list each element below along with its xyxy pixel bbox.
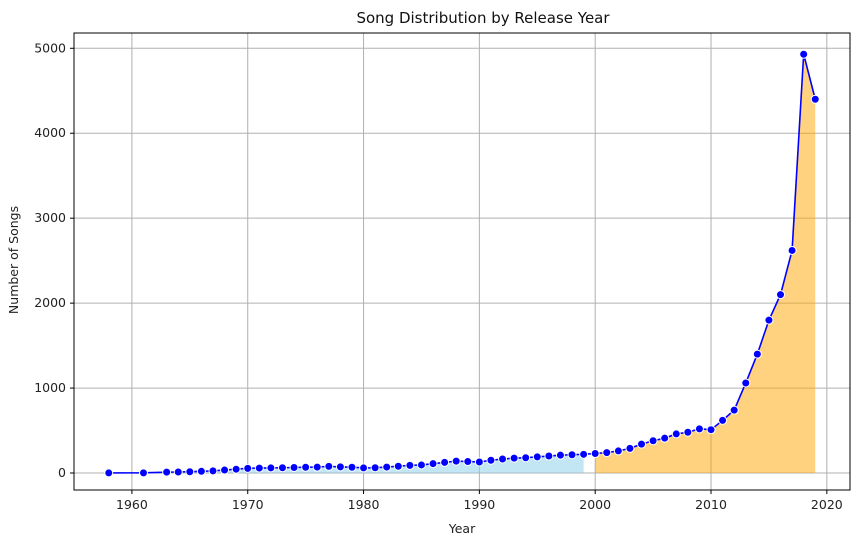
data-point (671, 429, 681, 439)
data-point (104, 468, 114, 478)
data-point (486, 455, 496, 465)
data-point (463, 457, 473, 467)
y-axis-label: Number of Songs (6, 206, 21, 314)
data-point (243, 463, 253, 473)
data-point (613, 446, 623, 456)
data-point (590, 448, 600, 458)
data-point (138, 468, 148, 478)
data-point (451, 456, 461, 466)
data-point (324, 461, 334, 471)
x-tick-label: 1980 (348, 497, 380, 512)
y-tick-label: 2000 (34, 295, 66, 310)
data-point (220, 465, 230, 475)
y-tick-label: 3000 (34, 210, 66, 225)
data-point (440, 457, 450, 467)
data-point (764, 315, 774, 325)
data-point (498, 454, 508, 464)
data-point (637, 439, 647, 449)
chart-title: Song Distribution by Release Year (356, 9, 610, 27)
data-point (683, 427, 693, 437)
data-point (625, 443, 635, 453)
data-point (370, 463, 380, 473)
data-point (648, 436, 658, 446)
data-point (741, 378, 751, 388)
data-point (660, 433, 670, 443)
data-point (602, 448, 612, 458)
data-point (521, 453, 531, 463)
plot-area: 1960 1970 1980 1990 2000 2010 2020 0 1000 2000 300… (34, 32, 851, 512)
data-point (173, 467, 183, 477)
data-point (799, 49, 809, 59)
data-point (162, 467, 172, 477)
data-point (382, 462, 392, 472)
data-point (266, 463, 276, 473)
data-point (718, 415, 728, 425)
data-point (208, 466, 218, 476)
y-tick-label: 0 (58, 465, 66, 480)
shaded-area-1958-1999 (108, 454, 584, 474)
data-point (787, 245, 797, 255)
data-point (393, 461, 403, 471)
data-point (254, 463, 264, 473)
data-point (579, 449, 589, 459)
data-point (567, 450, 577, 460)
data-point (752, 349, 762, 359)
data-point (277, 463, 287, 473)
plot-frame (73, 32, 851, 491)
data-point (509, 453, 519, 463)
data-point (405, 460, 415, 470)
data-point (347, 462, 357, 472)
x-tick-label: 2020 (811, 497, 843, 512)
data-point (301, 462, 311, 472)
data-point (555, 450, 565, 460)
x-tick-label: 1960 (116, 497, 148, 512)
data-point (776, 290, 786, 300)
data-point (474, 457, 484, 467)
data-point (532, 452, 542, 462)
x-tick-label: 1970 (232, 497, 264, 512)
data-point (231, 464, 241, 474)
series-line (108, 54, 817, 474)
y-tick-label: 1000 (34, 380, 66, 395)
data-point (544, 451, 554, 461)
x-tick-label: 1990 (463, 497, 495, 512)
data-point (416, 460, 426, 470)
data-point (289, 462, 299, 472)
data-point (185, 467, 195, 477)
data-point (359, 463, 369, 473)
data-point (729, 405, 739, 415)
data-point (312, 462, 322, 472)
x-axis-label: Year (448, 521, 476, 536)
shaded-area-2000-2019 (595, 54, 816, 474)
x-tick-label: 2000 (579, 497, 611, 512)
y-tick-label: 4000 (34, 125, 66, 140)
data-point (335, 462, 345, 472)
x-tick-label: 2010 (695, 497, 727, 512)
data-point (428, 459, 438, 469)
data-point (810, 94, 820, 104)
data-point (196, 466, 206, 476)
data-point (706, 425, 716, 435)
y-tick-label: 5000 (34, 40, 66, 55)
data-point (694, 424, 704, 434)
